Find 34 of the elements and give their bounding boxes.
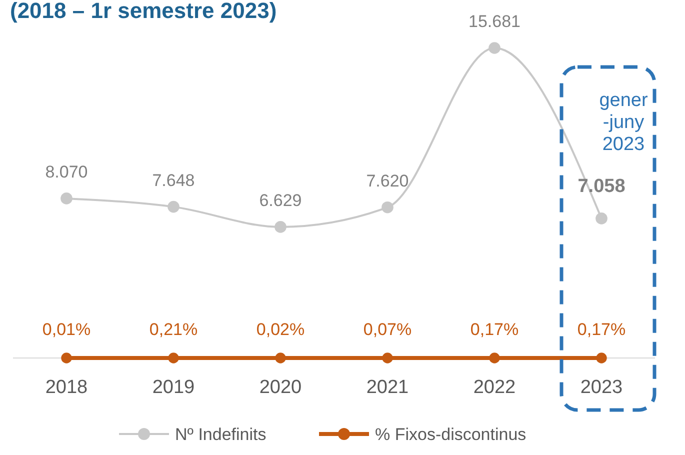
x-tick-label: 2022 xyxy=(473,377,516,398)
data-label: 8.070 xyxy=(45,162,88,182)
data-label: 0,02% xyxy=(256,320,305,339)
data-label: 6.629 xyxy=(259,190,302,210)
legend-label: % Fixos-discontinus xyxy=(375,425,526,444)
data-label: 0,17% xyxy=(577,320,626,339)
x-tick-label: 2019 xyxy=(152,377,195,398)
point xyxy=(488,42,500,54)
point xyxy=(275,352,286,364)
legend-label: Nº Indefinits xyxy=(175,425,266,444)
x-tick-label: 2020 xyxy=(259,377,302,398)
x-tick-label: 2018 xyxy=(45,377,88,398)
data-label: 7.648 xyxy=(152,170,195,190)
data-label: 0,01% xyxy=(42,320,91,339)
point xyxy=(596,352,607,364)
data-label: 0,17% xyxy=(470,320,519,339)
x-tick-label: 2023 xyxy=(580,377,623,398)
data-label: 7.058 xyxy=(578,176,626,197)
point xyxy=(168,200,180,213)
point xyxy=(274,221,286,233)
data-label: 0,07% xyxy=(363,320,412,339)
data-label: 7.620 xyxy=(366,171,409,190)
data-label: 0,21% xyxy=(149,320,198,339)
chart-title: (2018 – 1r semestre 2023) xyxy=(10,0,277,23)
point xyxy=(60,192,72,204)
point xyxy=(596,212,608,224)
annotation: gener -juny 2023 xyxy=(599,90,648,155)
point xyxy=(382,201,394,214)
data-label: 15.681 xyxy=(468,12,520,31)
x-tick-label: 2021 xyxy=(366,377,409,398)
point xyxy=(61,352,72,364)
point xyxy=(168,352,179,364)
point xyxy=(489,352,500,364)
point xyxy=(382,352,393,364)
